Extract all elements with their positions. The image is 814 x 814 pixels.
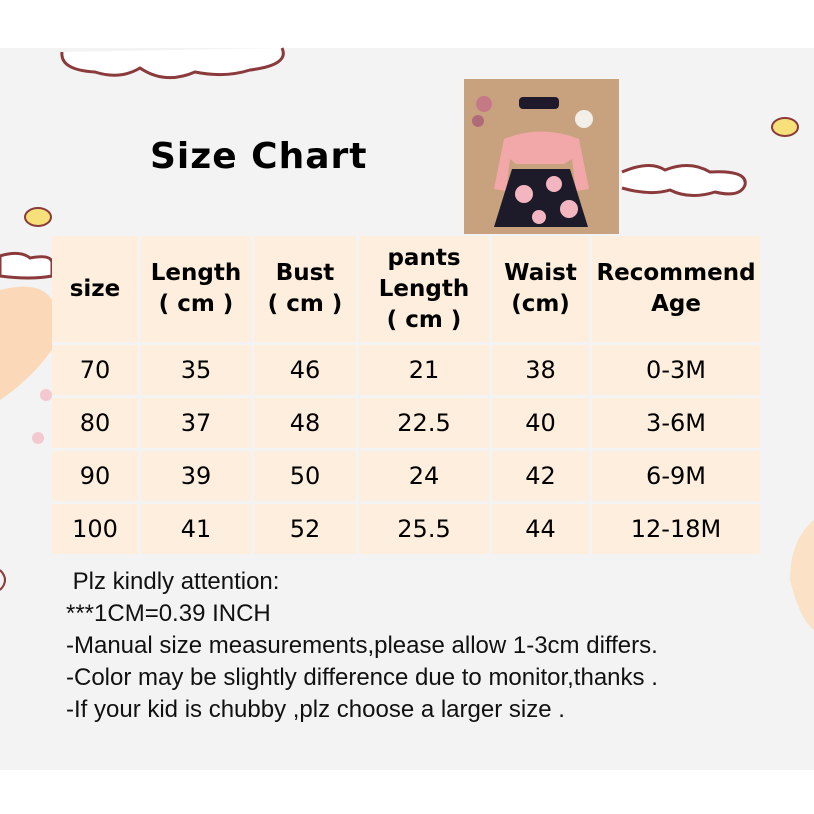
dot-yellow-left [24,207,52,227]
size-table: size Length ( cm ) Bust ( cm ) pants Len… [49,233,763,557]
cloud-top [60,47,285,80]
cell-length: 37 [141,398,251,448]
cell-size: 70 [52,345,138,395]
cell-waist: 44 [492,504,589,554]
table-row: 80 37 48 22.5 40 3-6M [52,398,760,448]
dot-yellow-right [771,117,799,137]
cell-waist: 42 [492,451,589,501]
cloud-right [621,164,747,197]
cell-pants-length: 22.5 [359,398,489,448]
cell-length: 39 [141,451,251,501]
cell-length: 41 [141,504,251,554]
note-chubby: -If your kid is chubby ,plz choose a lar… [66,696,565,723]
cell-bust: 50 [254,451,356,501]
header-bust: Bust ( cm ) [254,236,356,342]
table-header-row: size Length ( cm ) Bust ( cm ) pants Len… [52,236,760,342]
cell-bust: 52 [254,504,356,554]
dot-pink-2 [32,432,44,444]
note-measurement: -Manual size measurements,please allow 1… [66,632,658,659]
cell-bust: 48 [254,398,356,448]
note-heading: Plz kindly attention: [66,568,280,595]
cell-age: 12-18M [592,504,760,554]
cell-bust: 46 [254,345,356,395]
cell-size: 80 [52,398,138,448]
cell-waist: 38 [492,345,589,395]
cell-length: 35 [141,345,251,395]
cell-size: 100 [52,504,138,554]
cell-pants-length: 25.5 [359,504,489,554]
cell-age: 0-3M [592,345,760,395]
header-waist: Waist (cm) [492,236,589,342]
cloud-left [0,251,54,280]
page-title: Size Chart [150,136,368,177]
peach-shape-right [790,520,814,630]
cell-waist: 40 [492,398,589,448]
product-photo [464,79,619,234]
table-row: 70 35 46 21 38 0-3M [52,345,760,395]
table-row: 90 39 50 24 42 6-9M [52,451,760,501]
header-length: Length ( cm ) [141,236,251,342]
peach-shape-left [0,286,52,400]
cell-pants-length: 24 [359,451,489,501]
notes: Plz kindly attention: ***1CM=0.39 INCH -… [66,566,658,726]
header-pants-length: pants Length ( cm ) [359,236,489,342]
cell-pants-length: 21 [359,345,489,395]
swirl-left [0,569,6,591]
header-recommend-age: Recommend Age [592,236,760,342]
note-color: -Color may be slightly difference due to… [66,664,658,691]
header-size: size [52,236,138,342]
cell-age: 3-6M [592,398,760,448]
table-row: 100 41 52 25.5 44 12-18M [52,504,760,554]
dot-pink-1 [40,389,52,401]
cell-size: 90 [52,451,138,501]
note-conversion: ***1CM=0.39 INCH [66,600,271,627]
cell-age: 6-9M [592,451,760,501]
